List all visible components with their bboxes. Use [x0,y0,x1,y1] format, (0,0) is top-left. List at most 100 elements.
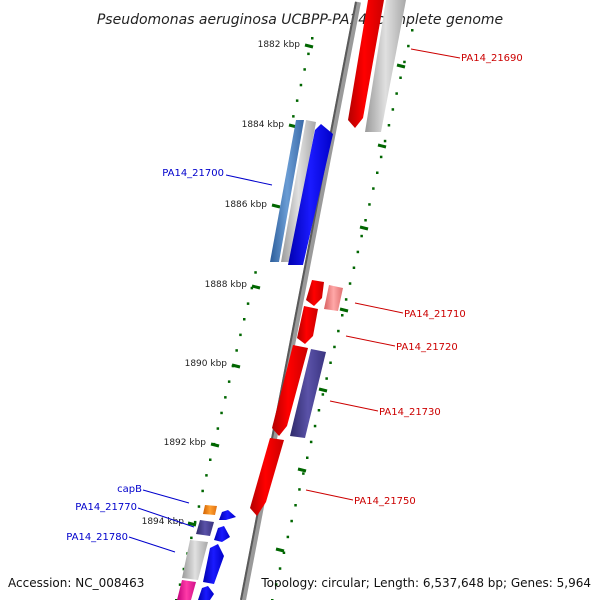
minor-tick [298,488,301,491]
gene-feature-blue-lower[interactable] [203,544,224,584]
gene-feature-pa14-21710[interactable] [306,280,324,306]
gene-feature-blue-small-1[interactable] [219,510,236,520]
gene-feature-pa14-21720[interactable] [297,306,318,344]
gene-label-pa14-21690[interactable]: PA14_21690 [461,53,523,64]
minor-tick [383,139,387,143]
tick-label-1886: 1886 kbp [225,200,268,210]
callout-line [128,536,176,553]
minor-tick [348,282,352,285]
minor-tick [254,271,257,274]
minor-tick [246,302,250,305]
minor-tick [193,520,197,524]
minor-tick [309,440,313,444]
major-tick [304,43,314,49]
gene-feature-pink[interactable] [324,285,343,311]
major-tick [187,521,197,527]
callout-line [410,48,461,59]
minor-tick [299,83,303,87]
gene-feature-purple[interactable] [290,349,326,438]
minor-tick [317,409,321,412]
minor-tick [337,329,340,333]
minor-tick [341,314,344,317]
minor-tick [294,504,297,507]
right-tick-track [271,29,414,600]
gene-label-pa14-21720[interactable]: PA14_21720 [396,342,458,353]
gene-feature-pa14-21770[interactable] [196,520,214,536]
major-tick [271,203,281,209]
minor-tick [403,60,406,64]
minor-tick [360,234,363,238]
minor-tick [321,393,325,396]
gene-feature-pa14-21730[interactable] [272,345,308,436]
minor-tick [274,583,278,586]
callout-line [329,400,379,412]
gene-feature-pa14-21700[interactable] [288,124,333,265]
major-tick [275,547,285,553]
minor-tick [209,458,212,461]
gene-label-pa14-21710[interactable]: PA14_21710 [404,309,466,320]
gene-label-capb[interactable]: capB [117,484,142,495]
minor-tick [243,318,246,321]
gene-feature-steel[interactable] [270,120,304,262]
gene-feature-pa14-21690[interactable] [348,0,384,128]
minor-tick [407,44,410,48]
tick-label-1882: 1882 kbp [258,40,301,50]
callout-line [142,489,190,504]
minor-tick [197,505,201,508]
tick-label-1892: 1892 kbp [164,438,207,448]
minor-tick [235,349,238,352]
tick-label-1894: 1894 kbp [142,517,185,527]
minor-tick [295,99,299,102]
callout-line [137,507,195,528]
gene-label-pa14-21700[interactable]: PA14_21700 [162,168,224,179]
callout-line [305,489,354,501]
minor-tick [282,551,286,554]
major-tick [339,307,349,313]
minor-tick [311,37,314,40]
gene-feature-pa14-21780[interactable] [182,540,208,580]
gene-label-pa14-21730[interactable]: PA14_21730 [379,407,441,418]
major-tick [231,363,241,369]
major-tick [377,143,387,149]
major-tick [359,225,369,231]
callout-line [345,335,396,347]
minor-tick [333,345,336,349]
minor-tick [387,124,391,127]
minor-tick [379,155,383,159]
major-tick [251,284,261,290]
minor-tick [395,92,398,95]
callout-line [354,302,404,314]
gene-feature-pa14-21750[interactable] [250,438,284,516]
minor-tick [278,567,282,570]
major-ticks [187,43,406,553]
gene-label-pa14-21750[interactable]: PA14_21750 [354,496,416,507]
gene-feature-blue-small-2[interactable] [214,526,230,542]
minor-tick [399,76,402,79]
minor-tick [178,583,182,586]
minor-tick [302,472,305,475]
gene-feature-gray-top[interactable] [365,0,406,132]
minor-tick [368,203,371,206]
minor-tick [227,380,231,383]
tick-label-1890: 1890 kbp [185,359,228,369]
gene-label-pa14-21780[interactable]: PA14_21780 [66,532,128,543]
major-tick [396,63,406,69]
minor-tick [356,250,360,254]
gene-label-pa14-21770[interactable]: PA14_21770 [75,502,137,513]
major-tick [318,387,328,393]
topology-text: Topology: circular; Length: 6,537,648 bp… [260,576,591,590]
minor-tick [325,377,328,380]
callout-lines-reverse [128,174,273,553]
tick-label-1884: 1884 kbp [242,120,285,130]
gene-feature-blue-bottom[interactable] [198,586,214,600]
genome-title: Pseudomonas aeruginosa UCBPP-PA14, compl… [97,12,503,28]
minor-tick [201,489,204,493]
minor-tick [220,411,223,415]
minor-tick [391,108,395,111]
gene-feature-capb[interactable] [203,505,217,515]
minor-tick [364,219,367,222]
minor-tick [306,456,309,459]
gene-feature-gray[interactable] [281,120,316,262]
major-tick [297,467,307,473]
gene-feature-magenta[interactable] [177,580,196,600]
